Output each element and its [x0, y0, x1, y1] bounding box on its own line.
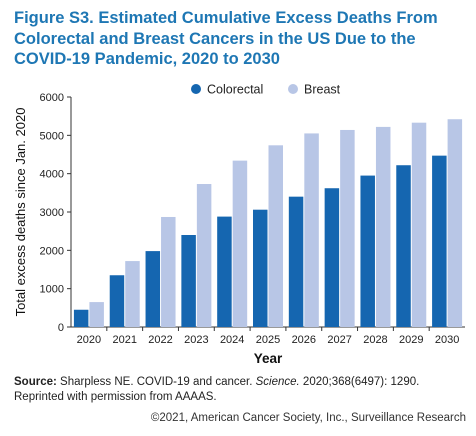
- bar-colorectal-2029: [396, 165, 411, 327]
- x-axis: 2020 2021 2022 2023 2024 2025 2026 2027 2028 2029…: [77, 327, 459, 346]
- x-tick-label: 2021: [112, 334, 136, 346]
- bars: [73, 119, 463, 328]
- x-tick-label: 2025: [256, 334, 280, 346]
- bar-breast-2024: [232, 160, 248, 327]
- bar-breast-2026: [304, 133, 319, 327]
- y-axis-title: Total excess deaths since Jan. 2020: [13, 108, 28, 317]
- chart-title: Figure S3. Estimated Cumulative Excess D…: [14, 9, 438, 68]
- x-tick-label: 2022: [148, 334, 172, 346]
- x-axis-title: Year: [254, 351, 283, 366]
- y-axis: 0 1000 2000 3000 4000 5000 6000: [40, 92, 71, 334]
- x-tick-label: 2028: [363, 334, 387, 346]
- bar-colorectal-2028: [360, 175, 375, 327]
- y-tick-label: 6000: [40, 92, 64, 104]
- x-tick-label: 2024: [220, 334, 244, 346]
- bar-breast-2030: [447, 119, 463, 327]
- x-tick-label: 2027: [327, 334, 351, 346]
- bar-colorectal-2025: [253, 209, 268, 327]
- bar-breast-2028: [375, 126, 391, 328]
- y-tick-label: 3000: [40, 207, 64, 219]
- x-tick-label: 2020: [77, 334, 101, 346]
- legend-label-breast: Breast: [304, 83, 341, 97]
- y-tick-label: 1000: [40, 284, 64, 296]
- bar-colorectal-2026: [288, 196, 304, 327]
- legend-marker-breast: [288, 84, 298, 94]
- bar-breast-2029: [411, 122, 427, 327]
- bar-breast-2023: [196, 184, 212, 327]
- bar-breast-2025: [268, 145, 283, 327]
- y-tick-label: 2000: [40, 245, 64, 257]
- bar-colorectal-2023: [181, 235, 196, 327]
- y-tick-label: 4000: [40, 169, 64, 181]
- source-journal: Science.: [255, 376, 300, 388]
- x-tick-label: 2029: [399, 334, 423, 346]
- legend-marker-colorectal: [191, 84, 201, 94]
- bar-breast-2027: [340, 129, 355, 327]
- bar-breast-2020: [89, 302, 104, 327]
- copyright-note: ©2021, American Cancer Society, Inc., Su…: [150, 412, 466, 424]
- legend: Colorectal Breast: [191, 83, 341, 97]
- source-text-before: Sharpless NE. COVID-19 and cancer.: [56, 376, 256, 388]
- bar-colorectal-2027: [324, 188, 340, 327]
- y-tick-label: 0: [58, 322, 64, 334]
- x-tick-label: 2026: [292, 334, 316, 346]
- x-tick-label: 2023: [184, 334, 208, 346]
- bar-colorectal-2030: [432, 155, 447, 327]
- bar-breast-2021: [125, 261, 140, 327]
- source-text-after: 2020;368(6497): 1290. Reprinted with per…: [14, 376, 420, 403]
- bar-colorectal-2024: [217, 216, 232, 327]
- bar-colorectal-2021: [109, 275, 125, 327]
- bar-breast-2022: [161, 216, 176, 327]
- source-note: Source: Sharpless NE. COVID-19 and cance…: [14, 375, 469, 405]
- x-tick-label: 2030: [435, 334, 459, 346]
- legend-label-colorectal: Colorectal: [207, 83, 263, 97]
- bar-colorectal-2020: [73, 309, 89, 327]
- bar-colorectal-2022: [145, 251, 161, 327]
- source-label: Source:: [14, 376, 57, 388]
- y-tick-label: 5000: [40, 130, 64, 142]
